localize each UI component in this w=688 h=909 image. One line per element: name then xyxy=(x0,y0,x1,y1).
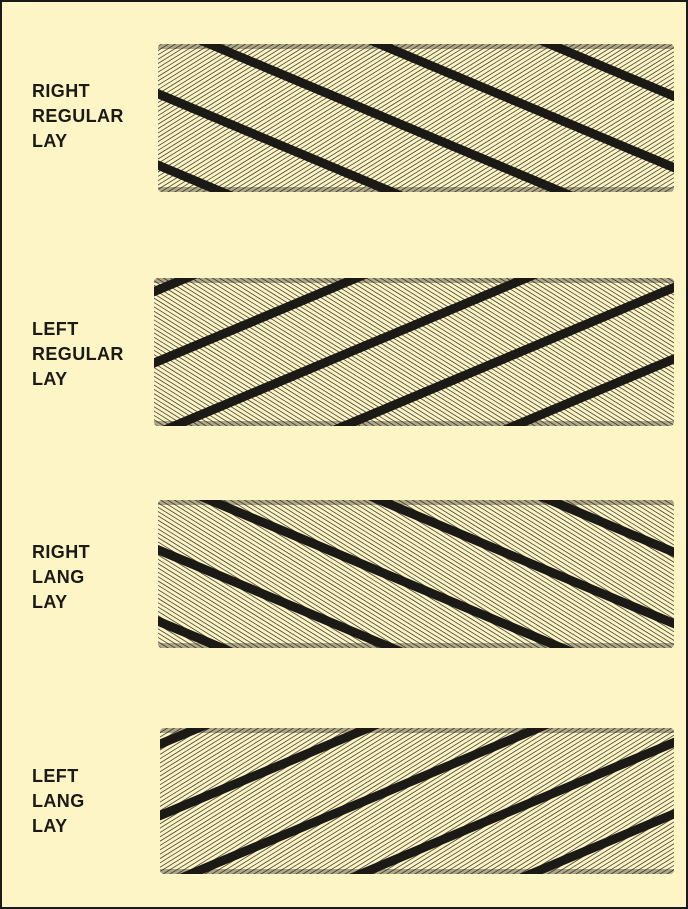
strand-groove xyxy=(160,278,541,426)
strand-groove-edge xyxy=(514,728,674,874)
label-line: RIGHT xyxy=(32,542,90,562)
rope-body xyxy=(154,278,674,426)
strand-groove xyxy=(330,278,674,426)
strand-groove xyxy=(160,728,383,874)
strand-grooves xyxy=(154,278,674,426)
strand-groove-edge xyxy=(545,500,674,648)
strand-groove xyxy=(158,500,406,648)
rope-edge-bottom xyxy=(160,869,674,874)
strand-groove-edge xyxy=(160,728,373,874)
label-line: LANG xyxy=(32,567,85,587)
wire-hatching xyxy=(158,44,674,192)
label-line: LAY xyxy=(32,369,68,389)
strand-groove xyxy=(158,44,236,192)
strand-groove-edge xyxy=(157,278,531,426)
rope-body xyxy=(158,44,674,192)
rope-illustration-left-lang-lay xyxy=(160,728,674,874)
rope-edge-top xyxy=(160,728,674,733)
strand-groove xyxy=(535,500,674,648)
strand-groove xyxy=(176,728,553,874)
strand-groove xyxy=(346,728,674,874)
rope-edge-bottom xyxy=(158,187,674,192)
label-line: LAY xyxy=(32,816,68,836)
wire-highlights xyxy=(158,500,674,648)
label-line: REGULAR xyxy=(32,344,124,364)
strand-groove xyxy=(500,278,674,426)
strand-groove-edge xyxy=(497,278,674,426)
strand-groove-edge xyxy=(205,44,579,192)
wire-highlights xyxy=(158,44,674,192)
strand-groove-edge xyxy=(545,44,674,192)
rope-edge-top xyxy=(154,278,674,283)
strand-groove xyxy=(365,44,674,192)
strand-groove-edge xyxy=(174,728,543,874)
rope-illustration-right-lang-lay xyxy=(158,500,674,648)
label-line: LEFT xyxy=(32,766,79,786)
strand-grooves xyxy=(158,500,674,648)
rope-body xyxy=(160,728,674,874)
label-line: LEFT xyxy=(32,319,79,339)
label-line: RIGHT xyxy=(32,81,90,101)
strand-groove-edge xyxy=(158,500,409,648)
strand-groove-edge xyxy=(154,278,361,426)
strand-groove-edge xyxy=(344,728,674,874)
rope-illustration-right-regular-lay xyxy=(158,44,674,192)
strand-grooves xyxy=(158,44,674,192)
strand-groove xyxy=(535,44,674,192)
rope-edge-bottom xyxy=(154,421,674,426)
wire-highlights xyxy=(160,728,674,874)
strand-groove-edge xyxy=(375,500,674,648)
rope-label-left-lang-lay: LEFT LANG LAY xyxy=(32,764,150,839)
strand-groove xyxy=(365,500,674,648)
strand-groove xyxy=(158,44,406,192)
label-line: LANG xyxy=(32,791,85,811)
label-line: REGULAR xyxy=(32,106,124,126)
rope-edge-top xyxy=(158,500,674,505)
rope-label-left-regular-lay: LEFT REGULAR LAY xyxy=(32,317,150,392)
rope-body xyxy=(158,500,674,648)
strand-groove-edge xyxy=(375,44,674,192)
strand-groove-edge xyxy=(158,44,239,192)
rope-edge-bottom xyxy=(158,643,674,648)
strand-groove xyxy=(154,278,371,426)
rope-illustration-left-regular-lay xyxy=(154,278,674,426)
strand-groove xyxy=(195,44,576,192)
strand-grooves xyxy=(160,728,674,874)
strand-groove-edge xyxy=(327,278,674,426)
strand-groove-edge xyxy=(158,44,409,192)
rope-label-right-lang-lay: RIGHT LANG LAY xyxy=(32,540,150,615)
rope-label-right-regular-lay: RIGHT REGULAR LAY xyxy=(32,79,150,154)
rope-edge-top xyxy=(158,44,674,49)
label-line: LAY xyxy=(32,592,68,612)
strand-groove xyxy=(158,500,236,648)
strand-groove-edge xyxy=(158,500,239,648)
strand-groove xyxy=(195,500,576,648)
strand-groove-edge xyxy=(205,500,579,648)
strand-groove xyxy=(516,728,674,874)
label-line: LAY xyxy=(32,131,68,151)
